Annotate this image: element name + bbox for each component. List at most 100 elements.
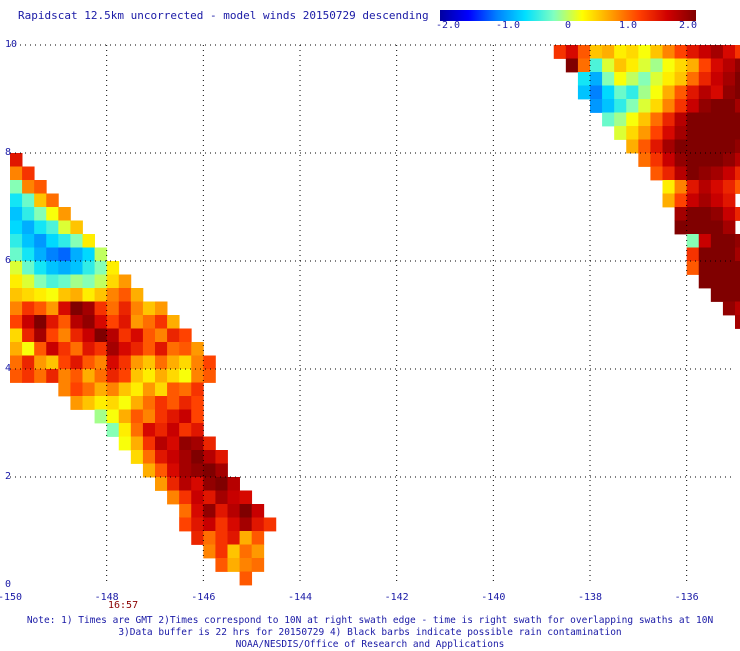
heatmap-cell bbox=[662, 58, 675, 73]
heatmap-cell bbox=[130, 288, 144, 302]
heatmap-cell bbox=[614, 99, 627, 113]
heatmap-cell bbox=[46, 342, 59, 356]
colorbar-label: 1.0 bbox=[618, 20, 638, 31]
heatmap-cell bbox=[94, 396, 108, 410]
heatmap-cell bbox=[70, 261, 83, 275]
heatmap-cell bbox=[203, 544, 216, 559]
heatmap-cell bbox=[155, 369, 168, 383]
heatmap-cell bbox=[662, 166, 675, 181]
heatmap-cell bbox=[191, 423, 204, 437]
heatmap-cell bbox=[239, 517, 253, 532]
heatmap-cell bbox=[203, 504, 216, 518]
heatmap-cell bbox=[22, 301, 35, 316]
heatmap-cell bbox=[674, 153, 688, 167]
heatmap-cell bbox=[698, 126, 712, 140]
heatmap-cell bbox=[10, 180, 23, 194]
heatmap-cell bbox=[70, 315, 83, 329]
heatmap-cell bbox=[10, 166, 23, 181]
heatmap-cell bbox=[34, 355, 47, 370]
heatmap-cell bbox=[698, 85, 712, 100]
heatmap-cell bbox=[227, 490, 240, 505]
heatmap-cell bbox=[638, 45, 651, 59]
heatmap-cell bbox=[58, 369, 71, 383]
heatmap-cell bbox=[191, 477, 204, 491]
heatmap-cell bbox=[155, 409, 168, 424]
heatmap-cell bbox=[34, 274, 47, 289]
heatmap-cell bbox=[638, 139, 651, 154]
heatmap-cell bbox=[179, 436, 192, 451]
heatmap-cell bbox=[130, 369, 144, 383]
heatmap-cell bbox=[155, 342, 168, 356]
heatmap-cell bbox=[106, 409, 120, 424]
heatmap-cell bbox=[710, 193, 724, 208]
heatmap-cell bbox=[106, 315, 120, 329]
heatmap-cell bbox=[179, 504, 192, 518]
heatmap-cell bbox=[674, 193, 688, 208]
heatmap-cell bbox=[215, 490, 228, 505]
y-tick-label: 8 bbox=[5, 147, 12, 158]
heatmap-cell bbox=[58, 274, 71, 289]
heatmap-cell bbox=[614, 126, 627, 140]
heatmap-cell bbox=[106, 423, 120, 437]
heatmap-cell bbox=[191, 517, 204, 532]
heatmap-cell bbox=[735, 112, 740, 127]
heatmap-cell bbox=[142, 463, 156, 478]
heatmap-cell bbox=[167, 409, 180, 424]
heatmap-cell bbox=[82, 342, 95, 356]
heatmap-cell bbox=[167, 423, 180, 437]
heatmap-cell bbox=[10, 153, 23, 167]
heatmap-cell bbox=[735, 301, 740, 316]
heatmap-cell bbox=[167, 369, 180, 383]
heatmap-cell bbox=[94, 274, 108, 289]
heatmap-cell bbox=[710, 58, 724, 73]
heatmap-cell bbox=[130, 355, 144, 370]
heatmap-cell bbox=[722, 288, 736, 302]
heatmap-cell bbox=[58, 355, 71, 370]
heatmap-cell bbox=[735, 72, 740, 86]
heatmap-cell bbox=[106, 396, 120, 410]
heatmap-cell bbox=[686, 153, 700, 167]
heatmap-cell bbox=[650, 72, 663, 86]
x-tick-label: -142 bbox=[384, 592, 409, 603]
heatmap-cell bbox=[22, 274, 35, 289]
heatmap-cell bbox=[179, 382, 192, 397]
heatmap-cell bbox=[239, 490, 253, 505]
heatmap-cell bbox=[22, 369, 35, 383]
heatmap-cell bbox=[251, 544, 265, 559]
heatmap-cell bbox=[34, 180, 47, 194]
note-line-3: NOAA/NESDIS/Office of Research and Appli… bbox=[235, 639, 505, 650]
heatmap-cell bbox=[82, 261, 95, 275]
heatmap-cell bbox=[698, 45, 712, 59]
heatmap-cell bbox=[722, 247, 736, 262]
heatmap-cell bbox=[167, 342, 180, 356]
heatmap-cell bbox=[82, 247, 95, 262]
heatmap-cell bbox=[722, 261, 736, 275]
y-tick-label: 10 bbox=[5, 39, 18, 50]
heatmap-cell bbox=[662, 193, 675, 208]
heatmap-cell bbox=[722, 234, 736, 248]
heatmap-cell bbox=[34, 301, 47, 316]
heatmap-cell bbox=[94, 315, 108, 329]
heatmap-cell bbox=[82, 301, 95, 316]
heatmap-cell bbox=[662, 99, 675, 113]
heatmap-cell bbox=[70, 247, 83, 262]
heatmap-cell bbox=[662, 126, 675, 140]
heatmap-cell bbox=[674, 72, 688, 86]
heatmap-cell bbox=[626, 126, 639, 140]
heatmap-cell bbox=[577, 85, 591, 100]
heatmap-cell bbox=[58, 342, 71, 356]
heatmap-cell bbox=[167, 436, 180, 451]
heatmap-cell bbox=[167, 450, 180, 464]
y-tick-label: 6 bbox=[5, 255, 12, 266]
heatmap-cell bbox=[191, 490, 204, 505]
heatmap-cell bbox=[722, 193, 736, 208]
heatmap-cell bbox=[698, 234, 712, 248]
heatmap-cell bbox=[82, 234, 95, 248]
heatmap-cell bbox=[203, 436, 216, 451]
heatmap-cell bbox=[46, 234, 59, 248]
heatmap-cell bbox=[191, 396, 204, 410]
heatmap-cell bbox=[34, 247, 47, 262]
heatmap-cell bbox=[106, 328, 120, 343]
note-line-1: Note: 1) Times are GMT 2)Times correspon… bbox=[26, 615, 714, 626]
heatmap-cell bbox=[203, 463, 216, 478]
